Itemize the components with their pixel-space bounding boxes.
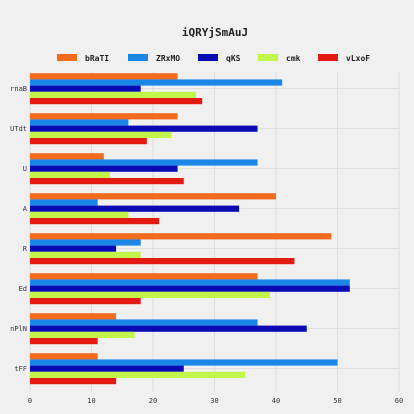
bar-qKS-Ed xyxy=(30,285,350,292)
bar-vLxoF-R xyxy=(30,258,295,265)
bar-qKS-U xyxy=(30,165,178,172)
x-tick-label: 0 xyxy=(28,397,32,405)
chart-title: iQRYjSmAuJ xyxy=(182,26,248,39)
legend-label: bRaTI xyxy=(85,54,109,63)
bar-bRaTI-rnaB xyxy=(30,73,178,80)
y-tick-label: tFF xyxy=(14,365,27,373)
y-tick-label: Ed xyxy=(19,285,27,293)
bar-vLxoF-A xyxy=(30,218,160,225)
x-tick-label: 40 xyxy=(272,397,280,405)
bar-qKS-nPlN xyxy=(30,325,307,332)
y-tick-label: UTdt xyxy=(10,125,27,133)
bar-vLxoF-nPlN xyxy=(30,338,98,345)
y-tick-label: R xyxy=(23,245,28,253)
legend-label: ZRxMO xyxy=(156,54,180,63)
bar-qKS-R xyxy=(30,245,117,252)
bar-cmk-Ed xyxy=(30,291,270,298)
bar-qKS-UTdt xyxy=(30,125,258,132)
bar-qKS-rnaB xyxy=(30,85,141,92)
legend-swatch xyxy=(57,54,77,61)
y-tick-label: A xyxy=(23,205,28,213)
plot-area: 0 10 20 30 40 50 60 rnaB UTdt U A R Ed nPlN tFF xyxy=(10,72,403,405)
bar-qKS-tFF xyxy=(30,365,184,372)
legend-swatch xyxy=(128,54,148,61)
bar-ZRxMO-tFF xyxy=(30,359,338,366)
legend: bRaTI ZRxMO qKS cmk vLxoF xyxy=(57,54,370,63)
y-tick-label: nPlN xyxy=(10,325,27,333)
bar-vLxoF-UTdt xyxy=(30,138,147,145)
legend-item: bRaTI xyxy=(57,54,109,63)
bar-cmk-rnaB xyxy=(30,91,197,98)
bar-ZRxMO-UTdt xyxy=(30,119,129,126)
legend-label: cmk xyxy=(286,54,301,63)
bar-bRaTI-U xyxy=(30,153,104,160)
bar-bRaTI-Ed xyxy=(30,273,258,280)
legend-label: qKS xyxy=(226,54,241,63)
legend-swatch xyxy=(318,54,338,61)
legend-item: ZRxMO xyxy=(128,54,180,63)
bar-ZRxMO-U xyxy=(30,159,258,166)
legend-item: vLxoF xyxy=(318,54,370,63)
legend-swatch xyxy=(198,54,218,61)
bar-vLxoF-Ed xyxy=(30,298,141,305)
bar-vLxoF-rnaB xyxy=(30,98,203,105)
bar-cmk-U xyxy=(30,171,110,178)
legend-swatch xyxy=(258,54,278,61)
y-tick-label: U xyxy=(23,165,27,173)
bar-ZRxMO-rnaB xyxy=(30,79,283,86)
legend-item: cmk xyxy=(258,54,301,63)
x-tick-label: 20 xyxy=(149,397,157,405)
bar-vLxoF-U xyxy=(30,178,184,185)
bar-vLxoF-tFF xyxy=(30,378,117,385)
x-tick-label: 30 xyxy=(210,397,218,405)
legend-label: vLxoF xyxy=(346,54,370,63)
bar-cmk-nPlN xyxy=(30,331,135,338)
bar-ZRxMO-Ed xyxy=(30,279,350,286)
bar-cmk-R xyxy=(30,251,141,258)
x-tick-label: 50 xyxy=(333,397,341,405)
x-tick-label: 60 xyxy=(395,397,403,405)
bar-cmk-UTdt xyxy=(30,131,172,138)
y-tick-label: rnaB xyxy=(10,85,27,93)
bar-bRaTI-R xyxy=(30,233,332,240)
bar-ZRxMO-R xyxy=(30,239,141,246)
bar-bRaTI-UTdt xyxy=(30,113,178,120)
bar-ZRxMO-A xyxy=(30,199,98,206)
bar-qKS-A xyxy=(30,205,240,212)
legend-item: qKS xyxy=(198,54,241,63)
x-tick-label: 10 xyxy=(87,397,95,405)
bar-bRaTI-nPlN xyxy=(30,313,117,320)
bar-cmk-A xyxy=(30,211,129,218)
bar-ZRxMO-nPlN xyxy=(30,319,258,326)
bar-cmk-tFF xyxy=(30,371,246,378)
bar-bRaTI-A xyxy=(30,193,276,200)
bar-bRaTI-tFF xyxy=(30,353,98,360)
